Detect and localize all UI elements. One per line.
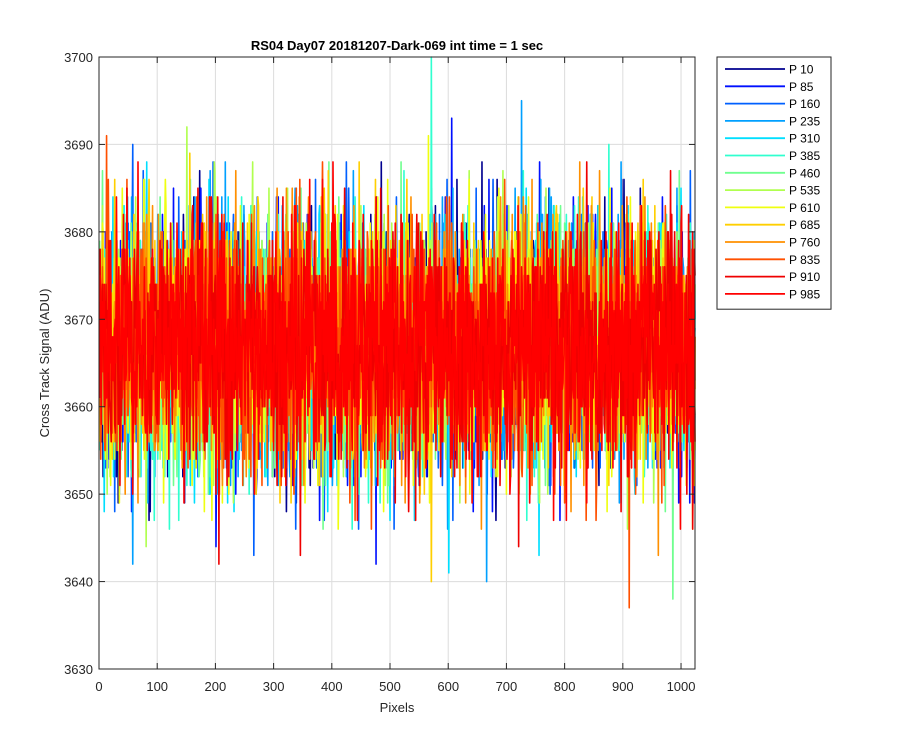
x-axis-label: Pixels	[380, 700, 415, 715]
series-lines	[98, 56, 696, 609]
x-tick-label: 0	[95, 679, 102, 694]
x-tick-label: 600	[437, 679, 459, 694]
legend-entry: P 85	[789, 80, 814, 94]
legend-entry: P 160	[789, 97, 820, 111]
y-tick-label: 3690	[64, 137, 93, 152]
legend-entry: P 535	[789, 184, 820, 198]
x-tick-label: 700	[496, 679, 518, 694]
x-tick-label: 500	[379, 679, 401, 694]
y-tick-label: 3680	[64, 225, 93, 240]
legend-entry: P 235	[789, 114, 820, 128]
x-tick-label: 1000	[667, 679, 696, 694]
y-tick-label: 3650	[64, 487, 93, 502]
axis-ticks: 0 100 200 300 400 500 600 700 800 900 1000 3630 3640…	[64, 50, 695, 694]
x-tick-label: 300	[263, 679, 285, 694]
legend-entry: P 310	[789, 132, 820, 146]
series-line-p-985	[98, 161, 696, 530]
x-tick-label: 100	[146, 679, 168, 694]
y-tick-label: 3660	[64, 400, 93, 415]
legend-box	[716, 56, 832, 310]
y-tick-label: 3700	[64, 50, 93, 65]
y-tick-label: 3630	[64, 662, 93, 677]
legend-entry: P 910	[789, 270, 820, 284]
legend-entry: P 985	[789, 287, 820, 301]
y-tick-label: 3640	[64, 575, 93, 590]
y-tick-label: 3670	[64, 312, 93, 327]
legend-entry: P 685	[789, 218, 820, 232]
y-axis-label: Cross Track Signal (ADU)	[37, 289, 52, 438]
legend-entry: P 835	[789, 253, 820, 267]
legend-entry: P 385	[789, 149, 820, 163]
legend: P 10 P 85 P 160 P 235 P 310 P 385 P 460 P 535 P …	[716, 56, 832, 310]
chart-title: RS04 Day07 20181207-Dark-069 int time = …	[251, 38, 543, 53]
legend-entry: P 760	[789, 236, 820, 250]
legend-entry: P 460	[789, 166, 820, 180]
x-tick-label: 800	[554, 679, 576, 694]
plot-frame	[98, 56, 696, 670]
x-tick-label: 400	[321, 679, 343, 694]
x-tick-label: 200	[205, 679, 227, 694]
legend-entry: P 610	[789, 201, 820, 215]
legend-entry: P 10	[789, 63, 814, 77]
x-tick-label: 900	[612, 679, 634, 694]
